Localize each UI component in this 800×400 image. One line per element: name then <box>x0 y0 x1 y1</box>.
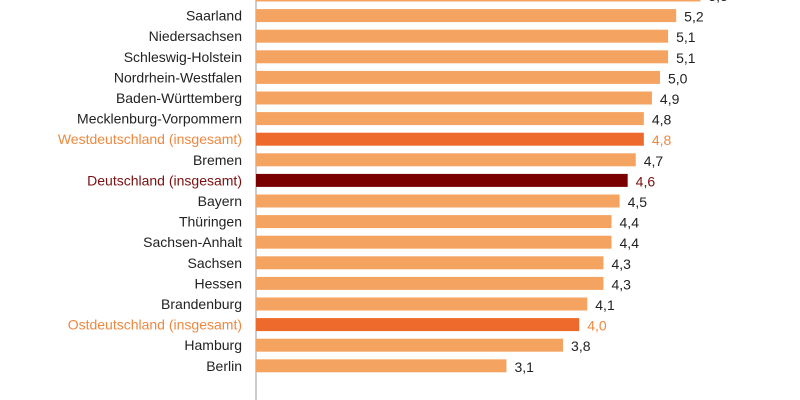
value-label-ostdeutschland-insgesamt: 4,0 <box>587 318 607 334</box>
bar-schleswig-holstein <box>256 50 669 64</box>
value-label-thueringen: 4,4 <box>620 215 640 231</box>
value-label-westdeutschland-insgesamt: 4,8 <box>652 132 672 148</box>
value-label-hessen: 4,3 <box>611 276 631 292</box>
bar-row-nordrhein-westfalen: Nordrhein-Westfalen 5,0 <box>114 69 688 86</box>
category-label-sachsen: Sachsen <box>188 255 242 271</box>
value-label-deutschland-insgesamt: 4,6 <box>636 173 656 189</box>
value-label-brandenburg: 4,1 <box>595 297 615 313</box>
bar-row-ostdeutschland-insgesamt: Ostdeutschland (insgesamt) 4,0 <box>68 317 607 334</box>
value-label-hamburg: 3,8 <box>571 338 591 354</box>
bar-row-rheinland-pfalz: Rheinland-Pfalz 5,5 <box>143 0 728 4</box>
bar-baden-wuerttemberg <box>256 91 652 105</box>
bar-row-bremen: Bremen 4,7 <box>193 152 663 169</box>
bar-row-sachsen-anhalt: Sachsen-Anhalt 4,4 <box>143 234 639 251</box>
value-label-niedersachsen: 5,1 <box>676 29 696 45</box>
bar-row-deutschland-insgesamt: Deutschland (insgesamt) 4,6 <box>87 172 655 189</box>
bar-row-mecklenburg-vorpommern: Mecklenburg-Vorpommern 4,8 <box>77 111 671 128</box>
bar-row-westdeutschland-insgesamt: Westdeutschland (insgesamt) 4,8 <box>58 131 672 148</box>
bar-row-schleswig-holstein: Schleswig-Holstein 5,1 <box>124 49 696 66</box>
category-label-ostdeutschland-insgesamt: Ostdeutschland (insgesamt) <box>68 317 242 333</box>
value-label-mecklenburg-vorpommern: 4,8 <box>652 112 672 128</box>
value-label-sachsen: 4,3 <box>611 256 631 272</box>
bar-mecklenburg-vorpommern <box>256 112 644 126</box>
category-label-thueringen: Thüringen <box>179 214 242 230</box>
bar-westdeutschland-insgesamt <box>256 132 644 146</box>
bar-rows: Rheinland-Pfalz 5,5 Saarland 5,2 Niedersachs… <box>58 0 728 375</box>
bar-row-thueringen: Thüringen 4,4 <box>179 214 639 231</box>
value-label-berlin: 3,1 <box>514 359 534 375</box>
bar-row-bayern: Bayern 4,5 <box>198 193 648 210</box>
value-label-baden-wuerttemberg: 4,9 <box>660 91 680 107</box>
value-label-bayern: 4,5 <box>628 194 648 210</box>
bar-hamburg <box>256 338 564 352</box>
value-label-nordrhein-westfalen: 5,0 <box>668 70 688 86</box>
category-label-berlin: Berlin <box>206 358 242 374</box>
bar-berlin <box>256 359 507 373</box>
bar-row-saarland: Saarland 5,2 <box>186 8 704 25</box>
category-label-bayern: Bayern <box>198 193 242 209</box>
category-label-bremen: Bremen <box>193 152 242 168</box>
bar-nordrhein-westfalen <box>256 70 660 84</box>
bar-bayern <box>256 194 620 208</box>
category-label-niedersachsen: Niedersachsen <box>149 28 242 44</box>
value-label-sachsen-anhalt: 4,4 <box>620 235 640 251</box>
bar-bremen <box>256 153 636 167</box>
bar-deutschland-insgesamt <box>256 173 628 187</box>
bar-niedersachsen <box>256 29 669 43</box>
bar-row-berlin: Berlin 3,1 <box>206 358 534 375</box>
category-label-rheinland-pfalz: Rheinland-Pfalz <box>143 0 242 3</box>
bar-saarland <box>256 9 677 23</box>
category-label-brandenburg: Brandenburg <box>161 296 242 312</box>
bar-row-hessen: Hessen 4,3 <box>195 275 632 292</box>
bar-brandenburg <box>256 297 588 311</box>
bar-ostdeutschland-insgesamt <box>256 318 580 332</box>
category-label-saarland: Saarland <box>186 8 242 24</box>
bar-row-niedersachsen: Niedersachsen 5,1 <box>149 28 696 45</box>
bar-row-brandenburg: Brandenburg 4,1 <box>161 296 615 313</box>
category-label-deutschland-insgesamt: Deutschland (insgesamt) <box>87 172 242 188</box>
value-label-saarland: 5,2 <box>684 9 704 25</box>
value-label-schleswig-holstein: 5,1 <box>676 50 696 66</box>
category-label-nordrhein-westfalen: Nordrhein-Westfalen <box>114 69 242 85</box>
value-label-rheinland-pfalz: 5,5 <box>708 0 728 4</box>
bar-sachsen <box>256 256 604 270</box>
category-label-sachsen-anhalt: Sachsen-Anhalt <box>143 234 242 250</box>
bar-hessen <box>256 276 604 290</box>
bar-rheinland-pfalz <box>256 0 701 2</box>
value-label-bremen: 4,7 <box>644 153 664 169</box>
bar-thueringen <box>256 215 612 229</box>
category-label-schleswig-holstein: Schleswig-Holstein <box>124 49 242 65</box>
category-label-hessen: Hessen <box>195 275 242 291</box>
category-label-baden-wuerttemberg: Baden-Württemberg <box>116 90 242 106</box>
category-label-hamburg: Hamburg <box>184 337 242 353</box>
bar-row-baden-wuerttemberg: Baden-Württemberg 4,9 <box>116 90 680 107</box>
category-label-mecklenburg-vorpommern: Mecklenburg-Vorpommern <box>77 111 242 127</box>
category-label-westdeutschland-insgesamt: Westdeutschland (insgesamt) <box>58 131 242 147</box>
bar-row-sachsen: Sachsen 4,3 <box>188 255 632 272</box>
bar-sachsen-anhalt <box>256 235 612 249</box>
bar-row-hamburg: Hamburg 3,8 <box>184 337 590 354</box>
